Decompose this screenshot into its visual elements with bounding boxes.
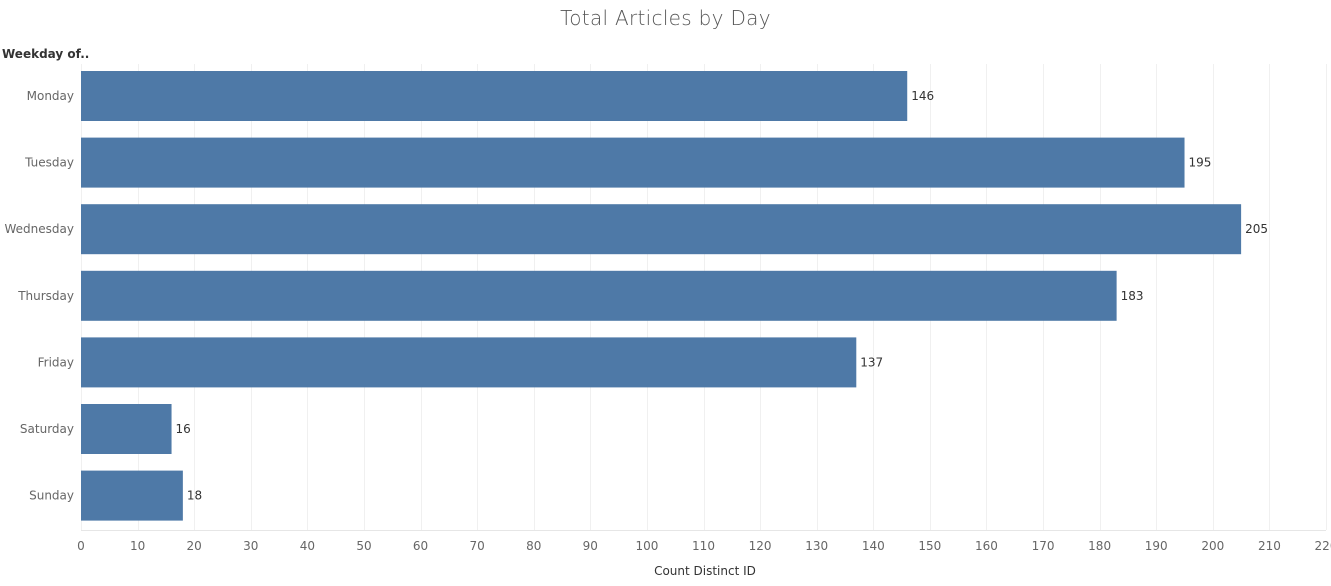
bar-friday[interactable]: [81, 337, 857, 388]
category-label: Friday: [38, 355, 74, 369]
x-tick-label: 20: [187, 539, 202, 553]
x-tick-label: 90: [583, 539, 598, 553]
x-tick-label: 160: [975, 539, 998, 553]
x-tick-label: 150: [918, 539, 941, 553]
bar-wednesday[interactable]: [81, 204, 1242, 255]
x-tick-label: 30: [243, 539, 258, 553]
value-label: 183: [1121, 289, 1144, 303]
value-label: 16: [176, 422, 191, 436]
bar-layer: Monday 146 Tuesday 195 Wednesday 205 Thursday 1…: [5, 71, 1268, 521]
x-tick-label: 210: [1258, 539, 1281, 553]
x-axis: 0 10 20 30 40 50 60 70 80 90 100 110 120 130 140 150 160…: [77, 539, 1331, 553]
x-axis-title: Count Distinct ID: [654, 564, 756, 578]
x-tick-label: 180: [1088, 539, 1111, 553]
category-label: Saturday: [20, 422, 74, 436]
x-tick-label: 40: [300, 539, 315, 553]
value-label: 137: [860, 355, 883, 369]
x-tick-label: 220: [1315, 539, 1331, 553]
x-tick-label: 120: [749, 539, 772, 553]
category-label: Tuesday: [24, 156, 74, 170]
x-tick-label: 0: [77, 539, 85, 553]
bar-sunday[interactable]: [81, 470, 183, 521]
x-tick-label: 140: [862, 539, 885, 553]
x-tick-label: 50: [356, 539, 371, 553]
x-tick-label: 130: [805, 539, 828, 553]
x-tick-label: 10: [130, 539, 145, 553]
x-tick-label: 100: [635, 539, 658, 553]
x-tick-label: 70: [469, 539, 484, 553]
x-tick-label: 110: [692, 539, 715, 553]
y-axis-header: Weekday of..: [2, 47, 90, 61]
x-tick-label: 80: [526, 539, 541, 553]
x-tick-label: 60: [413, 539, 428, 553]
category-label: Thursday: [17, 289, 74, 303]
bar-thursday[interactable]: [81, 270, 1117, 321]
x-tick-label: 170: [1032, 539, 1055, 553]
value-label: 195: [1189, 156, 1212, 170]
category-label: Sunday: [29, 489, 74, 503]
x-tick-label: 190: [1145, 539, 1168, 553]
chart-title: Total Articles by Day: [560, 6, 771, 30]
bar-monday[interactable]: [81, 71, 908, 121]
value-label: 146: [911, 89, 934, 103]
value-label: 18: [187, 489, 202, 503]
bar-saturday[interactable]: [81, 404, 172, 454]
category-label: Wednesday: [5, 222, 74, 236]
category-label: Monday: [27, 89, 74, 103]
value-label: 205: [1245, 222, 1268, 236]
bar-tuesday[interactable]: [81, 137, 1185, 188]
x-tick-label: 200: [1201, 539, 1224, 553]
